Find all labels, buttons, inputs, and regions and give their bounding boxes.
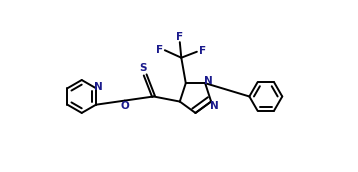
Text: O: O [121, 101, 130, 111]
Text: N: N [210, 101, 218, 111]
Text: F: F [156, 45, 163, 55]
Text: S: S [139, 63, 146, 73]
Text: N: N [94, 82, 103, 92]
Text: N: N [204, 76, 213, 86]
Text: F: F [176, 32, 183, 42]
Text: F: F [199, 46, 206, 56]
